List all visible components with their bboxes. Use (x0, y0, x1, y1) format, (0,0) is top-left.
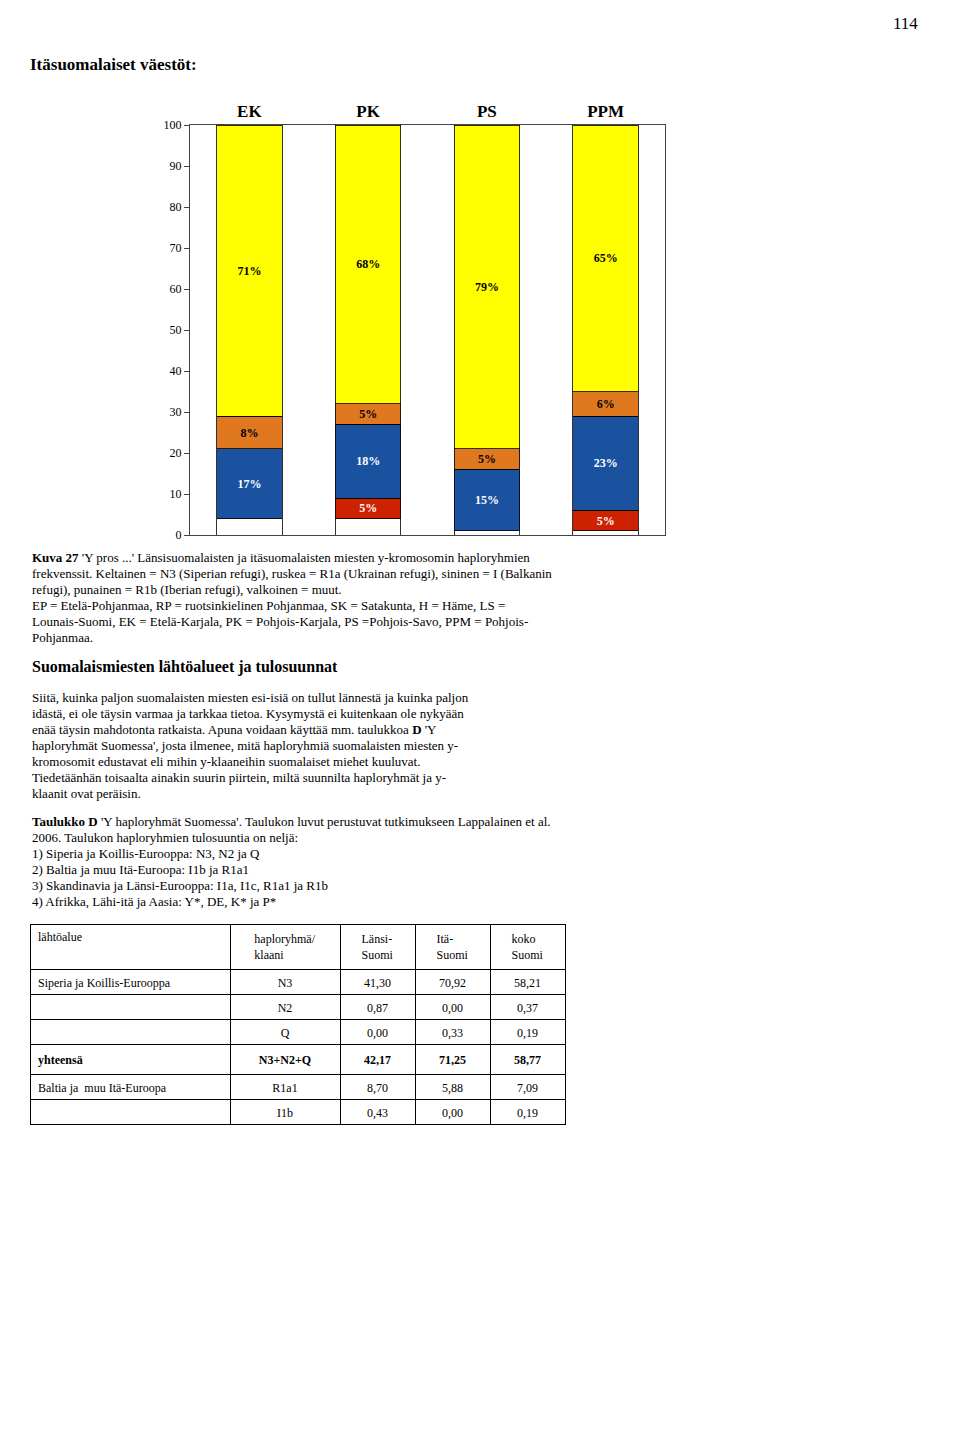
svg-text:70: 70 (170, 241, 182, 255)
svg-text:0: 0 (176, 528, 182, 542)
svg-text:0,19: 0,19 (517, 1106, 538, 1120)
svg-text:PPM: PPM (587, 102, 624, 121)
svg-text:0,19: 0,19 (517, 1026, 538, 1040)
svg-text:Pohjanmaa.: Pohjanmaa. (32, 630, 93, 645)
svg-text:0,00: 0,00 (442, 1106, 463, 1120)
svg-text:50: 50 (170, 323, 182, 337)
svg-text:Länsi-Suomi: Länsi-Suomi (361, 932, 393, 962)
svg-text:EK: EK (237, 102, 262, 121)
svg-text:58,77: 58,77 (514, 1053, 541, 1067)
svg-text:N3: N3 (278, 976, 293, 990)
svg-text:41,30: 41,30 (364, 976, 391, 990)
svg-text:20: 20 (170, 446, 182, 460)
svg-text:Siitä, kuinka paljon suomalais: Siitä, kuinka paljon suomalaisten mieste… (32, 690, 469, 705)
svg-text:idästä, ei ole täysin varmaa j: idästä, ei ole täysin varmaa ja tarkkaa … (32, 706, 464, 721)
svg-text:0,37: 0,37 (517, 1001, 538, 1015)
svg-text:Q: Q (281, 1026, 290, 1040)
svg-text:R1a1: R1a1 (272, 1081, 297, 1095)
svg-text:Taulukko D 'Y haploryhmät Suom: Taulukko D 'Y haploryhmät Suomessa'. Tau… (32, 814, 551, 829)
svg-text:yhteensä: yhteensä (38, 1053, 83, 1067)
svg-text:5,88: 5,88 (442, 1081, 463, 1095)
svg-text:68%: 68% (356, 257, 380, 271)
svg-text:0,87: 0,87 (367, 1001, 388, 1015)
svg-text:haploryhmä/klaani: haploryhmä/klaani (254, 932, 315, 962)
svg-text:80: 80 (170, 200, 182, 214)
svg-text:klaanit ovat peräisin.: klaanit ovat peräisin. (32, 786, 141, 801)
svg-text:18%: 18% (356, 454, 380, 468)
svg-text:8%: 8% (240, 426, 258, 440)
svg-text:10: 10 (170, 487, 182, 501)
svg-text:0,00: 0,00 (367, 1026, 388, 1040)
svg-text:refugi), punainen = R1b (Iberi: refugi), punainen = R1b (Iberian refugi)… (32, 582, 342, 597)
svg-text:40: 40 (170, 364, 182, 378)
svg-text:Itäsuomalaiset väestöt:: Itäsuomalaiset väestöt: (30, 55, 197, 74)
svg-text:2) Baltia ja muu Itä-Euroopa:: 2) Baltia ja muu Itä-Euroopa: I1b ja R1a… (32, 862, 249, 877)
svg-text:0,33: 0,33 (442, 1026, 463, 1040)
svg-text:5%: 5% (597, 514, 615, 528)
svg-text:70,92: 70,92 (439, 976, 466, 990)
svg-text:58,21: 58,21 (514, 976, 541, 990)
svg-text:4) Afrikka, Lähi-itä ja Aasia:: 4) Afrikka, Lähi-itä ja Aasia: Y*, DE, K… (32, 894, 276, 909)
svg-text:71%: 71% (237, 264, 261, 278)
svg-text:5%: 5% (359, 407, 377, 421)
svg-text:N2: N2 (278, 1001, 293, 1015)
svg-text:0,00: 0,00 (442, 1001, 463, 1015)
svg-text:N3+N2+Q: N3+N2+Q (259, 1053, 311, 1067)
svg-text:7,09: 7,09 (517, 1081, 538, 1095)
svg-text:6%: 6% (597, 397, 615, 411)
svg-text:60: 60 (170, 282, 182, 296)
svg-text:PK: PK (356, 102, 380, 121)
svg-text:114: 114 (893, 14, 918, 33)
svg-text:23%: 23% (594, 456, 618, 470)
svg-text:8,70: 8,70 (367, 1081, 388, 1095)
svg-text:Suomalaismiesten lähtöalueet j: Suomalaismiesten lähtöalueet ja tulosuun… (32, 658, 338, 676)
svg-text:lähtöalue: lähtöalue (38, 930, 82, 944)
svg-text:kromosomit edustavat eli mihin: kromosomit edustavat eli mihin y-klaanei… (32, 754, 420, 769)
svg-text:1) Siperia ja Koillis-Eurooppa: 1) Siperia ja Koillis-Eurooppa: N3, N2 j… (32, 846, 260, 861)
svg-text:79%: 79% (475, 280, 499, 294)
svg-text:3) Skandinavia ja Länsi-Euroop: 3) Skandinavia ja Länsi-Eurooppa: I1a, I… (32, 878, 328, 893)
svg-text:42,17: 42,17 (364, 1053, 391, 1067)
svg-text:90: 90 (170, 159, 182, 173)
svg-text:2006. Taulukon haploryhmien tu: 2006. Taulukon haploryhmien tulosuuntia … (32, 830, 298, 845)
svg-text:enää täysin mahdotonta ratkais: enää täysin mahdotonta ratkaista. Apuna … (32, 722, 437, 737)
svg-text:PS: PS (477, 102, 497, 121)
svg-text:15%: 15% (475, 493, 499, 507)
svg-text:Itä-Suomi: Itä-Suomi (436, 932, 468, 962)
svg-text:Siperia ja Koillis-Eurooppa: Siperia ja Koillis-Eurooppa (38, 976, 171, 990)
svg-text:Kuva 27 'Y pros ...' Länsisuom: Kuva 27 'Y pros ...' Länsisuomalaisten j… (32, 550, 530, 565)
svg-text:5%: 5% (359, 501, 377, 515)
svg-text:100: 100 (164, 118, 182, 132)
svg-text:0,43: 0,43 (367, 1106, 388, 1120)
svg-text:71,25: 71,25 (439, 1053, 466, 1067)
svg-text:Tiedetäänhän toisaalta ainakin: Tiedetäänhän toisaalta ainakin suurin pi… (32, 770, 446, 785)
svg-text:frekvenssit. Keltainen = N3 (S: frekvenssit. Keltainen = N3 (Siperian re… (32, 566, 552, 581)
svg-text:Baltia ja muu Itä-Euroopa: Baltia ja muu Itä-Euroopa (38, 1081, 167, 1095)
svg-text:haploryhmät Suomessa', josta i: haploryhmät Suomessa', josta ilmenee, mi… (32, 738, 458, 753)
svg-text:kokoSuomi: kokoSuomi (511, 932, 543, 962)
svg-text:30: 30 (170, 405, 182, 419)
svg-text:5%: 5% (478, 452, 496, 466)
svg-text:17%: 17% (237, 477, 261, 491)
svg-text:65%: 65% (594, 251, 618, 265)
svg-text:EP = Etelä-Pohjanmaa, RP = ruo: EP = Etelä-Pohjanmaa, RP = ruotsinkielin… (32, 598, 505, 613)
svg-text:I1b: I1b (277, 1106, 293, 1120)
svg-text:Lounais-Suomi, EK = Etelä-Karj: Lounais-Suomi, EK = Etelä-Karjala, PK = … (32, 614, 528, 629)
